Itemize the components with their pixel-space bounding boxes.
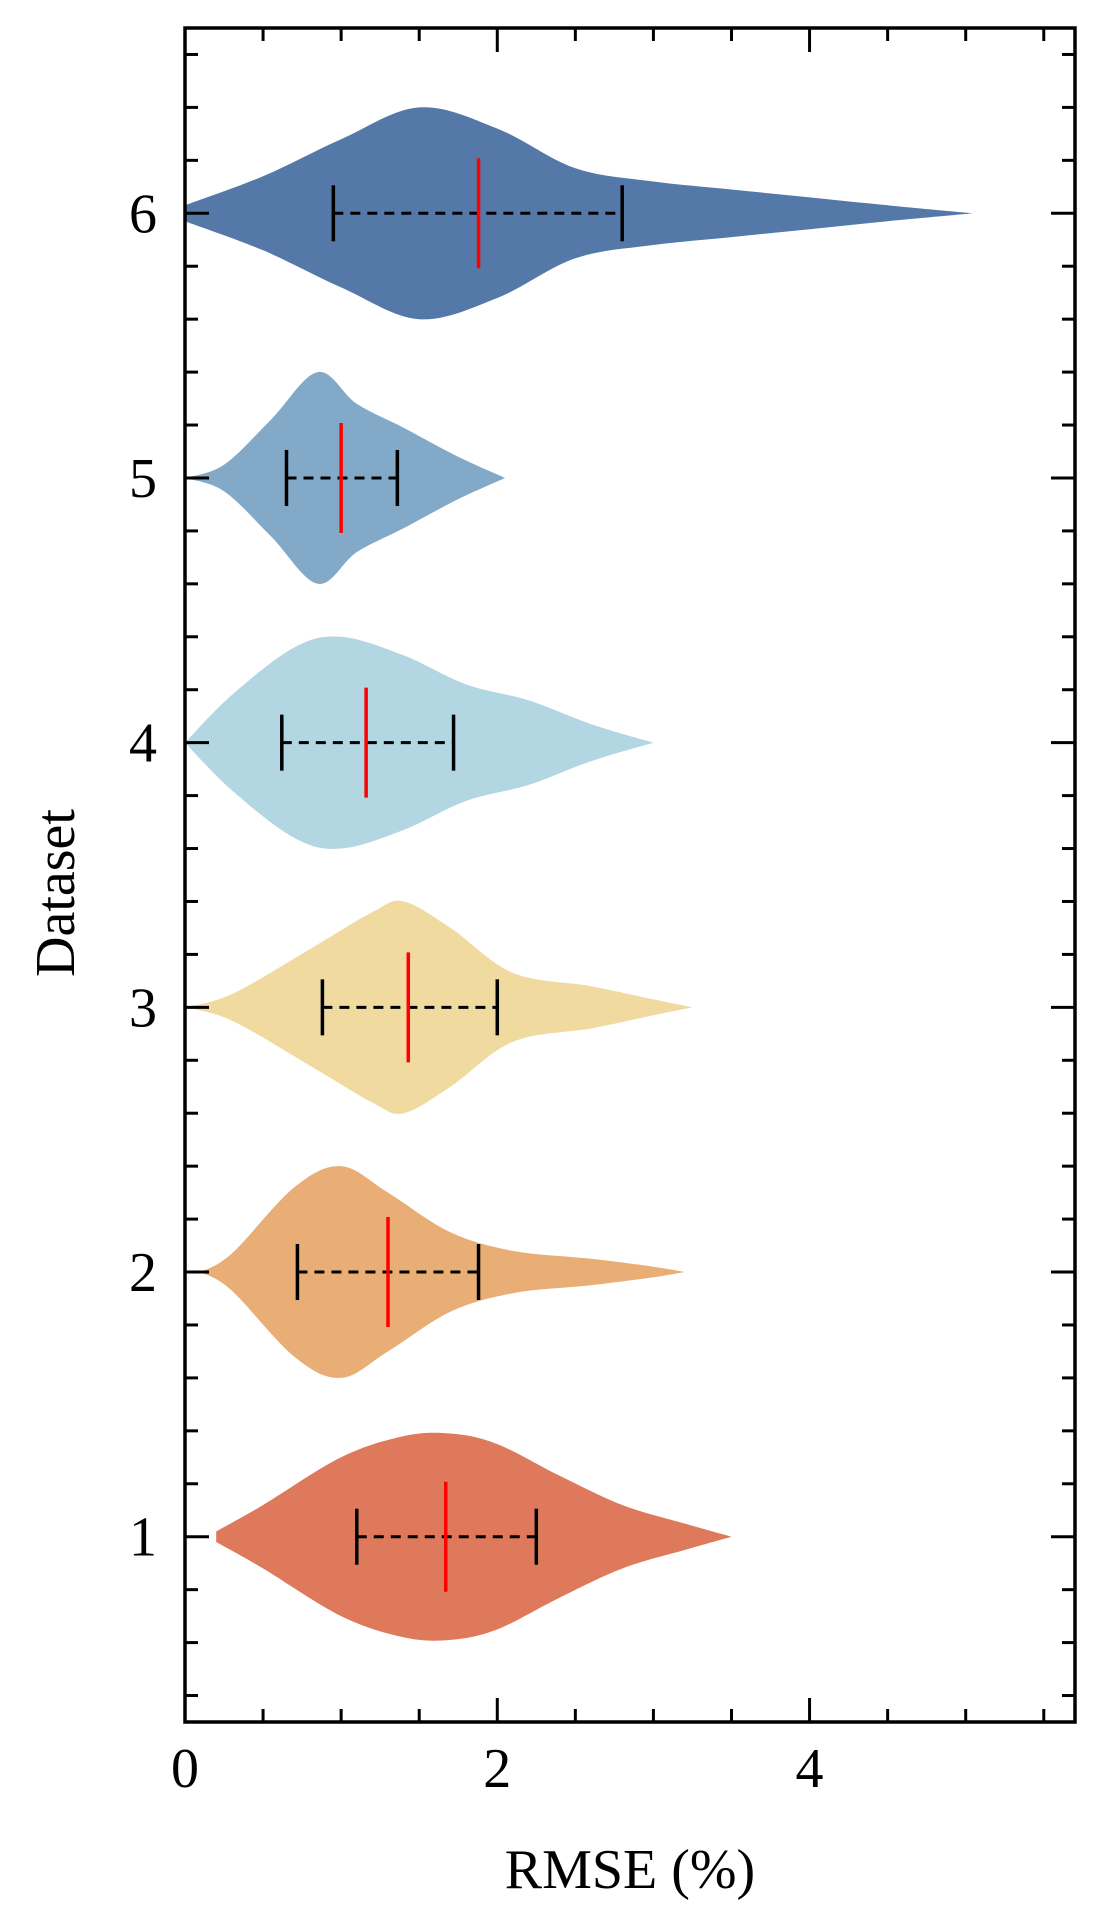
- violin-dataset-3: [185, 900, 693, 1114]
- violins-layer: [185, 107, 974, 1641]
- y-tick-label: 3: [129, 977, 157, 1039]
- y-tick-label: 1: [129, 1507, 157, 1569]
- y-axis-title: Dataset: [25, 809, 87, 977]
- y-tick-label: 4: [129, 713, 157, 775]
- y-tick-label: 5: [129, 448, 157, 510]
- violin-dataset-1: [216, 1432, 732, 1641]
- y-tick-label: 2: [129, 1242, 157, 1304]
- labels-layer: 0 2 4 1 2 3 4 5 6 RMSE (%) Dataset: [25, 183, 824, 1901]
- axes-layer: [183, 26, 1077, 1724]
- x-tick-label: 4: [796, 1738, 824, 1800]
- x-tick-label: 2: [483, 1738, 511, 1800]
- x-axis-title: RMSE (%): [505, 1839, 755, 1901]
- markers-layer: [280, 158, 624, 1592]
- y-tick-label: 6: [129, 183, 157, 245]
- x-tick-label: 0: [171, 1738, 199, 1800]
- plot-frame: [183, 26, 1077, 1724]
